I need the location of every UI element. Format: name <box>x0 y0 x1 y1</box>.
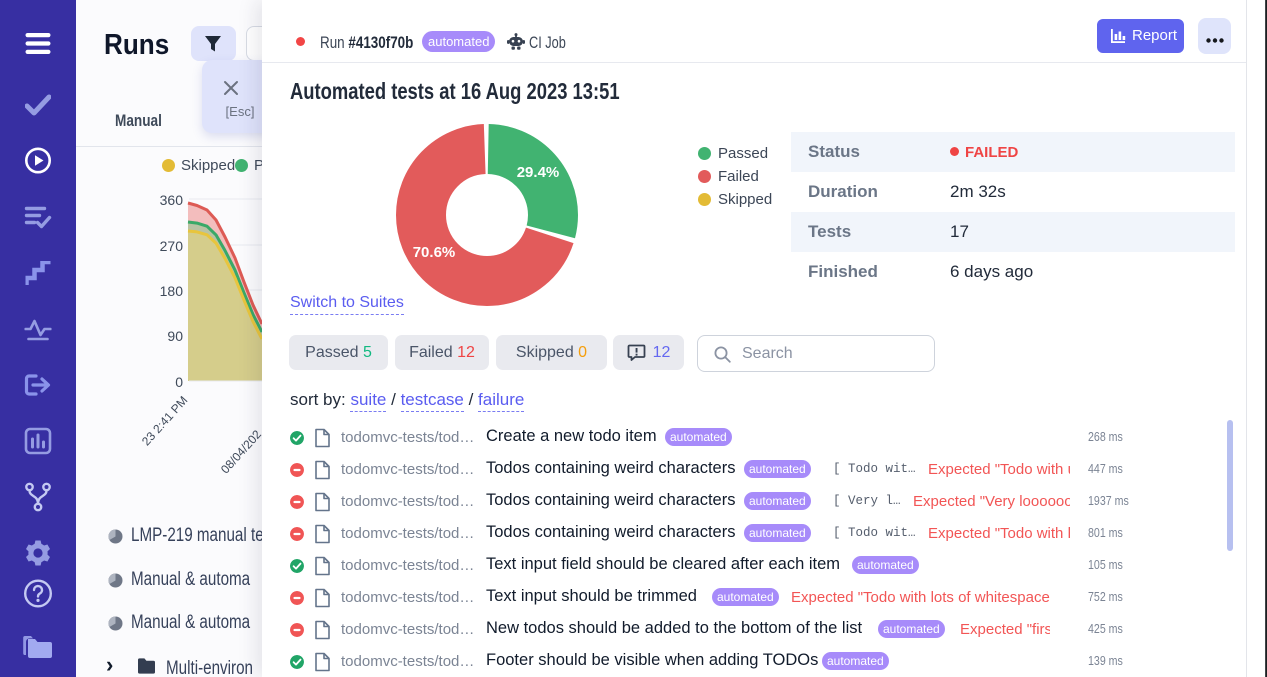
svg-text:70.6%: 70.6% <box>413 244 456 261</box>
svg-text:29.4%: 29.4% <box>517 164 560 181</box>
